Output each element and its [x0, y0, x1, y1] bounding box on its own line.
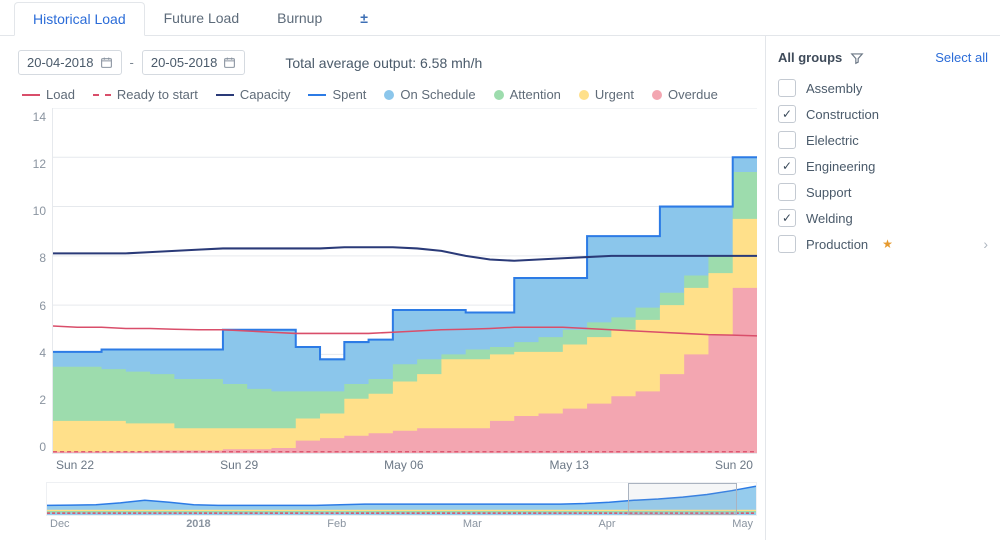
filter-icon[interactable] [850, 51, 864, 65]
checkbox[interactable] [778, 131, 796, 149]
legend-load[interactable]: Load [22, 87, 75, 102]
body: 20-04-2018 - 20-05-2018 Total average ou… [0, 36, 1000, 540]
checkbox[interactable] [778, 105, 796, 123]
group-construction[interactable]: Construction [778, 101, 988, 127]
checkbox[interactable] [778, 183, 796, 201]
sidebar: All groups Select all Assembly Constructi… [766, 36, 1000, 540]
checkbox[interactable] [778, 209, 796, 227]
average-output: Total average output: 6.58 mh/h [285, 55, 482, 71]
group-list: Assembly Construction Elelectric Engineerin… [778, 75, 988, 257]
date-to-input[interactable]: 20-05-2018 [142, 50, 246, 75]
tab-historical-load[interactable]: Historical Load [14, 2, 145, 36]
select-all-link[interactable]: Select all [935, 50, 988, 65]
legend-on-schedule[interactable]: On Schedule [384, 87, 475, 102]
legend-attention[interactable]: Attention [494, 87, 561, 102]
group-label: Construction [806, 107, 879, 122]
legend: Load Ready to start Capacity Spent On Sc… [22, 87, 757, 102]
tab-add[interactable]: ± [341, 1, 387, 34]
controls-row: 20-04-2018 - 20-05-2018 Total average ou… [18, 50, 757, 75]
legend-urgent[interactable]: Urgent [579, 87, 634, 102]
group-label: Production [806, 237, 868, 252]
main-chart: 14121086420 Sun 22Sun 29May 06May 13Sun … [18, 108, 757, 472]
average-output-value: 6.58 mh/h [420, 55, 482, 71]
group-label: Engineering [806, 159, 875, 174]
minimap: Dec2018FebMarAprMay [46, 482, 757, 530]
minimap-labels: Dec2018FebMarAprMay [46, 516, 757, 530]
calendar-icon [100, 56, 113, 69]
group-label: Welding [806, 211, 853, 226]
tab-burnup[interactable]: Burnup [258, 1, 341, 34]
star-icon: ★ [882, 237, 893, 251]
group-assembly[interactable]: Assembly [778, 75, 988, 101]
chevron-right-icon[interactable]: › [983, 236, 988, 252]
minimap-selection[interactable] [628, 483, 736, 515]
group-engineering[interactable]: Engineering [778, 153, 988, 179]
x-axis-labels: Sun 22Sun 29May 06May 13Sun 20 [52, 454, 757, 472]
date-separator: - [130, 55, 134, 70]
legend-ready[interactable]: Ready to start [93, 87, 198, 102]
date-to-value: 20-05-2018 [151, 55, 218, 70]
group-welding[interactable]: Welding [778, 205, 988, 231]
minimap-plot[interactable] [46, 482, 757, 516]
group-production[interactable]: Production ★ › [778, 231, 988, 257]
sidebar-title: All groups [778, 50, 864, 65]
chart-panel: 20-04-2018 - 20-05-2018 Total average ou… [0, 36, 766, 540]
legend-overdue[interactable]: Overdue [652, 87, 718, 102]
group-elelectric[interactable]: Elelectric [778, 127, 988, 153]
checkbox[interactable] [778, 235, 796, 253]
group-label: Assembly [806, 81, 862, 96]
app-root: Historical Load Future Load Burnup ± 20-… [0, 0, 1000, 540]
group-label: Elelectric [806, 133, 859, 148]
average-output-label: Total average output: [285, 55, 416, 71]
checkbox[interactable] [778, 157, 796, 175]
legend-spent[interactable]: Spent [308, 87, 366, 102]
group-support[interactable]: Support [778, 179, 988, 205]
legend-capacity[interactable]: Capacity [216, 87, 291, 102]
tab-future-load[interactable]: Future Load [145, 1, 259, 34]
calendar-icon [223, 56, 236, 69]
checkbox[interactable] [778, 79, 796, 97]
date-from-value: 20-04-2018 [27, 55, 94, 70]
tabs: Historical Load Future Load Burnup ± [0, 0, 1000, 36]
date-from-input[interactable]: 20-04-2018 [18, 50, 122, 75]
chart-svg [53, 108, 757, 453]
plot-area[interactable] [52, 108, 757, 454]
sidebar-header: All groups Select all [778, 50, 988, 65]
y-axis-labels: 14121086420 [18, 108, 52, 472]
group-label: Support [806, 185, 852, 200]
